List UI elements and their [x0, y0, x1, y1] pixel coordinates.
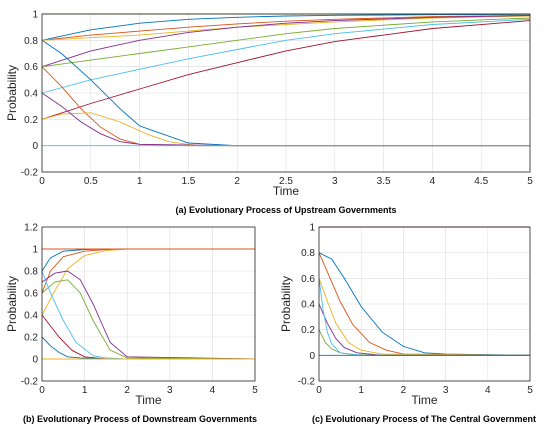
plot-frame: [41, 226, 256, 382]
x-tick-label: 1.5: [181, 176, 195, 187]
x-axis-label: Time: [135, 393, 162, 407]
series-line: [41, 17, 531, 68]
x-tick-label: 5: [252, 385, 258, 396]
series-line: [41, 18, 531, 94]
x-tick-label: 3: [167, 385, 173, 396]
series-line: [41, 336, 255, 360]
x-tick-label: 2.5: [279, 176, 293, 187]
series-line: [41, 279, 256, 360]
y-tick-label: 1: [32, 245, 38, 256]
y-tick-label: -0.2: [298, 377, 316, 388]
series-line: [41, 270, 256, 360]
caption-c: (c) Evolutionary Process of The Central …: [312, 414, 536, 424]
caption-a: (a) Evolutionary Process of Upstream Gov…: [175, 205, 396, 215]
x-tick-label: 0: [316, 385, 322, 396]
series-line: [318, 252, 531, 356]
y-tick-label: 0: [32, 141, 38, 152]
y-axis-label: Probability: [5, 276, 19, 332]
plot-frame: [41, 13, 531, 173]
panel-a: 0 0.5 1 1.5 2 2.5 3 3.5 4 4.5 5-0.200.20.40.60.81T…: [5, 10, 533, 199]
y-tick-label: -0.2: [21, 377, 39, 388]
x-tick-label: 4.5: [474, 176, 488, 187]
series-line: [41, 13, 531, 41]
series-line: [318, 278, 531, 356]
y-tick-label: 0.6: [24, 62, 38, 73]
series-line: [41, 248, 255, 272]
x-tick-label: 5: [527, 176, 533, 187]
y-tick-label: 0.4: [24, 311, 38, 322]
x-tick-label: 0: [39, 176, 45, 187]
series-line: [41, 15, 531, 68]
y-tick-label: 0.6: [24, 289, 38, 300]
y-tick-label: 0.2: [301, 325, 315, 336]
series-line: [41, 14, 531, 41]
caption-b: (b) Evolutionary Process of Downstream G…: [23, 414, 257, 424]
y-tick-label: 0.4: [301, 300, 315, 311]
y-axis-label: Probability: [5, 65, 19, 121]
plot-frame: [318, 226, 531, 382]
x-tick-label: 1: [137, 176, 143, 187]
x-tick-label: 3: [443, 385, 449, 396]
x-tick-label: 4: [210, 385, 216, 396]
series-line: [318, 252, 531, 356]
x-tick-label: 0: [39, 385, 45, 396]
x-tick-label: 1: [358, 385, 364, 396]
x-tick-label: 4: [485, 385, 491, 396]
series-line: [318, 329, 530, 356]
x-tick-label: 0.5: [84, 176, 98, 187]
y-tick-label: 1: [309, 223, 315, 234]
y-axis-label: Probability: [279, 276, 293, 332]
y-tick-label: 0.2: [24, 115, 38, 126]
y-tick-label: 0.2: [24, 333, 38, 344]
panel-b: 0 1 2 3 4 5-0.200.20.40.60.811.2TimeProbabili…: [5, 223, 258, 408]
series-line: [41, 20, 531, 120]
series-line: [41, 248, 255, 316]
y-tick-label: 0.6: [301, 274, 315, 285]
y-tick-label: 0.8: [24, 267, 38, 278]
y-tick-label: 1: [32, 10, 38, 21]
x-axis-label: Time: [411, 393, 438, 407]
x-tick-label: 2: [401, 385, 407, 396]
x-tick-label: 3: [332, 176, 338, 187]
y-tick-label: 0.8: [24, 36, 38, 47]
x-tick-label: 2: [234, 176, 240, 187]
x-axis-label: Time: [273, 184, 300, 198]
y-tick-label: 0.4: [24, 89, 38, 100]
y-tick-label: 0.8: [301, 248, 315, 259]
x-tick-label: 4: [430, 176, 436, 187]
x-tick-label: 2: [124, 385, 130, 396]
x-tick-label: 5: [527, 385, 533, 396]
y-tick-label: 1.2: [24, 223, 38, 234]
y-tick-label: -0.2: [21, 168, 39, 179]
x-tick-label: 1: [82, 385, 88, 396]
y-tick-label: 0: [32, 355, 38, 366]
x-tick-label: 3.5: [377, 176, 391, 187]
y-tick-label: 0: [309, 351, 315, 362]
